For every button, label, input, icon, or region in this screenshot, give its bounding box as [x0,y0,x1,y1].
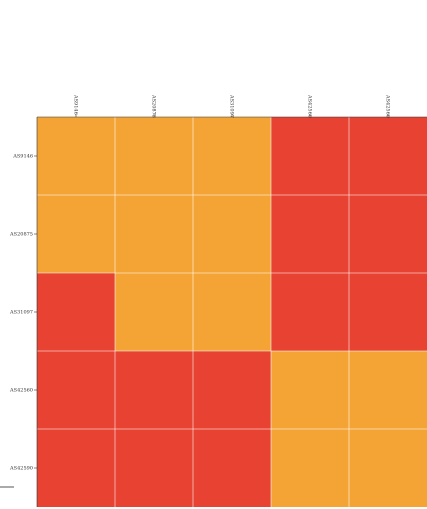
heatmap-cell-r0-c0 [37,117,115,195]
heatmap-cell-r1-c4 [349,195,427,273]
heatmap-cell-r3-c2 [193,351,271,429]
heatmap-cell-r1-c0 [37,195,115,273]
y-axis: AS9146 AS20875 AS31097 AS42560 AS42590 [9,117,38,507]
heatmap-cell-r0-c2 [193,117,271,195]
heatmap-cell-r0-c4 [349,117,427,195]
y-tick-label: AS9146 [12,154,33,160]
heatmap-cell-r4-c2 [193,429,271,507]
y-tick-label: AS42590 [9,466,33,472]
heatmap-cell-r3-c0 [37,351,115,429]
heatmap-cell-r0-c3 [271,117,349,195]
heatmap-grid [37,117,427,507]
y-tick-label: AS31097 [9,310,33,316]
heatmap-cell-r1-c1 [115,195,193,273]
heatmap-cell-r1-c3 [271,195,349,273]
y-tick-label: AS42560 [9,388,33,394]
heatmap-cell-r1-c2 [193,195,271,273]
x-tick-label: AS9146 [73,94,79,115]
heatmap-cell-r2-c4 [349,273,427,351]
x-tick-label: AS31097 [229,94,235,118]
heatmap-cell-r4-c4 [349,429,427,507]
heatmap-cell-r2-c0 [37,273,115,351]
heatmap-cell-r0-c1 [115,117,193,195]
heatmap-cell-r2-c2 [193,273,271,351]
x-axis: AS9146 AS20875 AS31097 AS42560 AS42560 [37,94,427,118]
heatmap-cell-r2-c3 [271,273,349,351]
x-tick-label: AS42560 [307,94,313,118]
heatmap-cells [37,117,427,507]
x-tick-label: AS42560 [385,94,391,118]
heatmap-cell-r4-c1 [115,429,193,507]
heatmap-cell-r3-c3 [271,351,349,429]
heatmap-cell-r2-c1 [115,273,193,351]
heatmap-cell-r3-c4 [349,351,427,429]
heatmap-cell-r4-c3 [271,429,349,507]
y-tick-label: AS20875 [9,232,33,238]
x-tick-label: AS20875 [151,94,157,118]
heatmap-cell-r4-c0 [37,429,115,507]
heatmap-cell-r3-c1 [115,351,193,429]
